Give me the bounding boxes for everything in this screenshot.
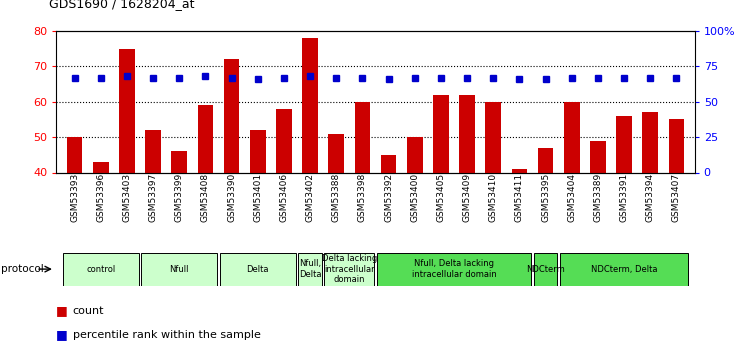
- Text: count: count: [73, 306, 104, 315]
- Text: percentile rank within the sample: percentile rank within the sample: [73, 330, 261, 339]
- Text: GSM53401: GSM53401: [253, 172, 262, 221]
- Bar: [67, 137, 83, 172]
- Bar: [407, 137, 423, 172]
- FancyBboxPatch shape: [63, 253, 139, 286]
- Text: GSM53402: GSM53402: [306, 172, 315, 221]
- Text: GSM53398: GSM53398: [358, 172, 367, 222]
- Bar: [250, 130, 266, 172]
- Text: NDCterm: NDCterm: [526, 265, 565, 274]
- Text: GSM53410: GSM53410: [489, 172, 498, 221]
- Bar: [171, 151, 187, 172]
- Bar: [198, 105, 213, 172]
- Bar: [354, 102, 370, 172]
- Text: GSM53404: GSM53404: [567, 172, 576, 221]
- Bar: [93, 162, 109, 172]
- Text: Nfull: Nfull: [170, 265, 189, 274]
- Text: GSM53406: GSM53406: [279, 172, 288, 221]
- Text: Nfull, Delta lacking
intracellular domain: Nfull, Delta lacking intracellular domai…: [412, 259, 496, 279]
- Text: GSM53405: GSM53405: [436, 172, 445, 221]
- FancyBboxPatch shape: [560, 253, 688, 286]
- Bar: [485, 102, 501, 172]
- Bar: [511, 169, 527, 172]
- Text: Delta: Delta: [246, 265, 269, 274]
- Text: GSM53390: GSM53390: [227, 172, 236, 222]
- Text: GSM53397: GSM53397: [149, 172, 158, 222]
- Bar: [224, 59, 240, 172]
- FancyBboxPatch shape: [534, 253, 557, 286]
- Text: GSM53407: GSM53407: [672, 172, 681, 221]
- Bar: [119, 49, 135, 172]
- Text: GSM53400: GSM53400: [410, 172, 419, 221]
- Bar: [381, 155, 397, 172]
- Bar: [276, 109, 292, 172]
- Text: GSM53394: GSM53394: [646, 172, 655, 221]
- Text: GSM53396: GSM53396: [96, 172, 105, 222]
- Text: GSM53409: GSM53409: [463, 172, 472, 221]
- Text: GSM53392: GSM53392: [384, 172, 393, 221]
- Text: GSM53395: GSM53395: [541, 172, 550, 222]
- Bar: [642, 112, 658, 172]
- Text: GSM53399: GSM53399: [175, 172, 184, 222]
- Bar: [145, 130, 161, 172]
- Bar: [433, 95, 449, 172]
- Bar: [459, 95, 475, 172]
- Text: GDS1690 / 1628204_at: GDS1690 / 1628204_at: [49, 0, 195, 10]
- Text: control: control: [86, 265, 116, 274]
- Text: ■: ■: [56, 328, 68, 341]
- Text: GSM53408: GSM53408: [201, 172, 210, 221]
- FancyBboxPatch shape: [298, 253, 322, 286]
- FancyBboxPatch shape: [377, 253, 531, 286]
- Text: GSM53391: GSM53391: [620, 172, 629, 222]
- FancyBboxPatch shape: [220, 253, 296, 286]
- Text: GSM53393: GSM53393: [70, 172, 79, 222]
- Bar: [590, 141, 606, 172]
- Bar: [328, 134, 344, 172]
- Bar: [564, 102, 580, 172]
- Bar: [668, 119, 684, 172]
- Text: Delta lacking
intracellular
domain: Delta lacking intracellular domain: [321, 254, 377, 284]
- Text: Nfull,
Delta: Nfull, Delta: [299, 259, 321, 279]
- Text: NDCterm, Delta: NDCterm, Delta: [591, 265, 657, 274]
- Text: GSM53403: GSM53403: [122, 172, 131, 221]
- Text: GSM53389: GSM53389: [593, 172, 602, 222]
- Text: GSM53388: GSM53388: [332, 172, 341, 222]
- Text: protocol: protocol: [1, 264, 44, 274]
- FancyBboxPatch shape: [324, 253, 374, 286]
- Text: GSM53411: GSM53411: [515, 172, 524, 221]
- Bar: [538, 148, 553, 172]
- FancyBboxPatch shape: [141, 253, 217, 286]
- Bar: [302, 38, 318, 172]
- Text: ■: ■: [56, 304, 68, 317]
- Bar: [616, 116, 632, 172]
